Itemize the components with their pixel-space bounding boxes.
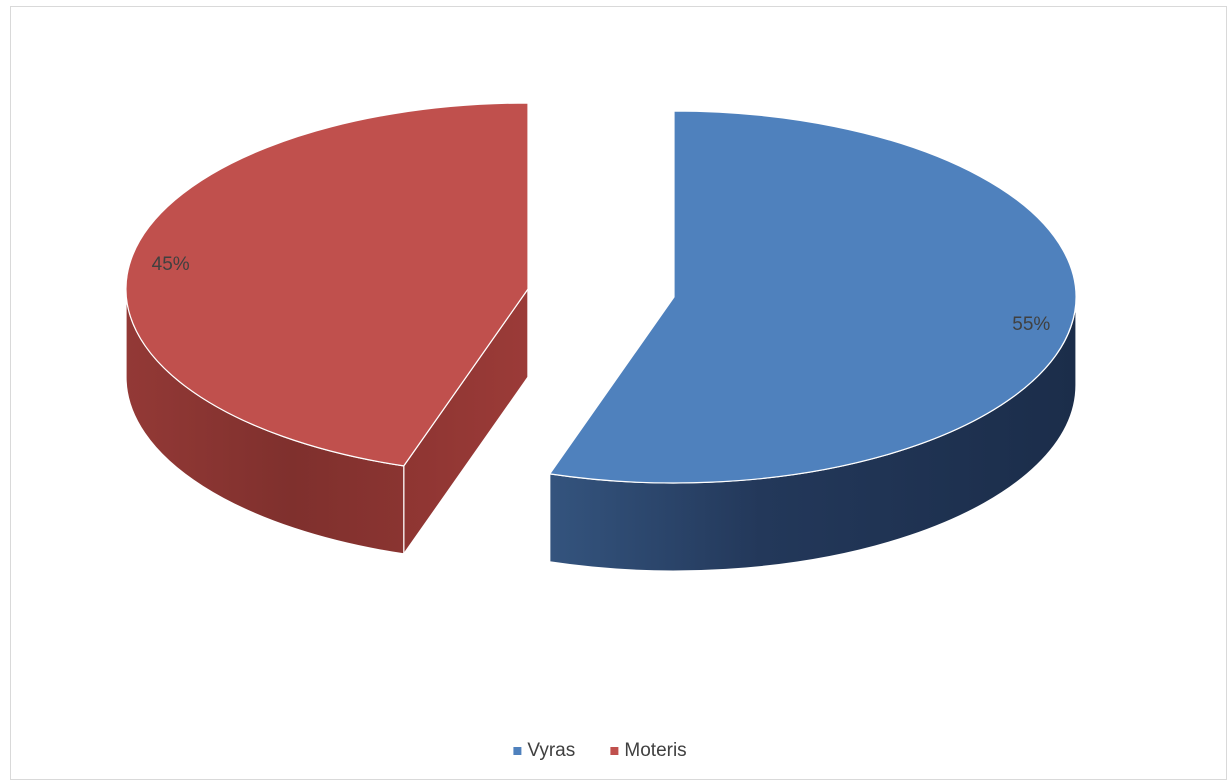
legend-swatch xyxy=(513,747,522,755)
slice-top-face xyxy=(125,102,529,467)
data-label-moteris: 45% xyxy=(152,254,190,275)
legend-swatch xyxy=(610,747,619,755)
pie-slice-vyras xyxy=(549,110,1077,572)
chart-frame: 55% 45% Vyras Moteris xyxy=(10,6,1227,780)
data-label-vyras: 55% xyxy=(1012,314,1050,335)
legend-label: Vyras xyxy=(527,740,575,761)
pie-chart: 55% 45% Vyras Moteris xyxy=(125,102,1077,761)
pie-slice-moteris xyxy=(125,102,529,555)
legend: Vyras Moteris xyxy=(513,740,687,761)
legend-label: Moteris xyxy=(624,740,686,761)
slice-top-face xyxy=(549,110,1077,484)
legend-item-moteris: Moteris xyxy=(610,740,687,761)
legend-item-vyras: Vyras xyxy=(513,740,575,761)
